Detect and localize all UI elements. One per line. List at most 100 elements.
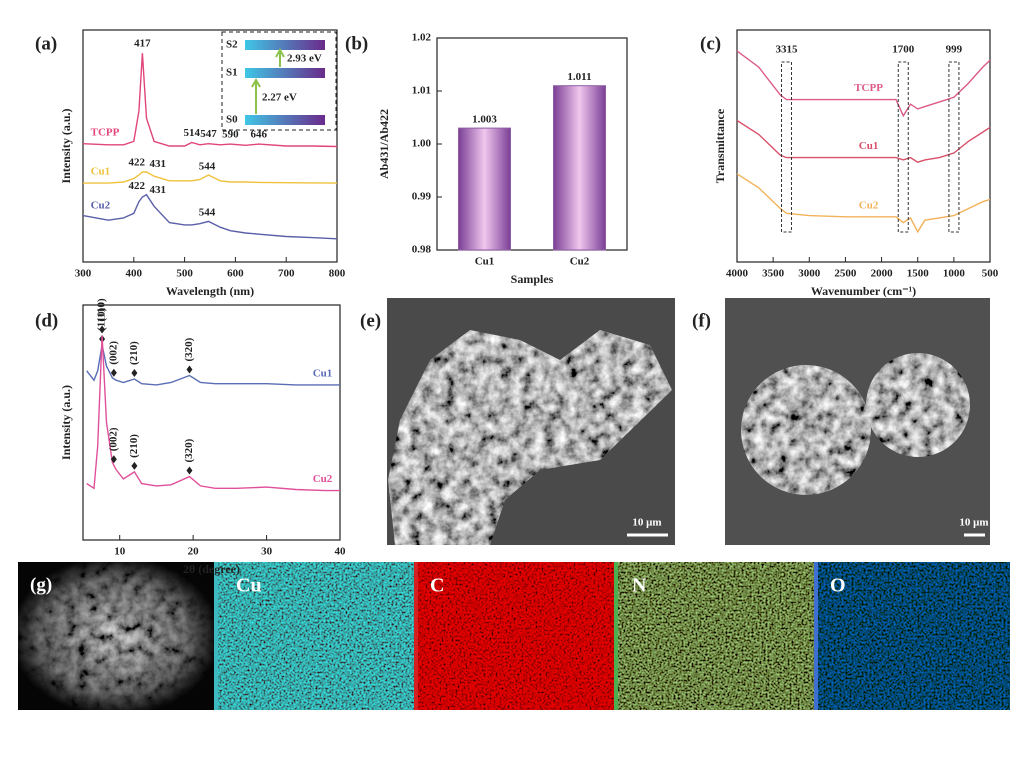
value-label: 1.003 [472, 114, 497, 126]
panel-label: (e) [360, 310, 381, 331]
eds-panel-g: (g) Cu C N O [18, 562, 1010, 710]
x-axis-label: Samples [511, 272, 554, 286]
panel-label: (f) [692, 310, 711, 331]
transition-label: 2.93 eV [287, 53, 322, 65]
peak-marker [131, 369, 138, 378]
x-tick-label: 10 [114, 546, 126, 558]
transition-arrow [251, 77, 261, 114]
transition-arrow [275, 47, 285, 67]
panel-label: (d) [35, 310, 58, 331]
eds-map [616, 562, 814, 710]
peak-label: 547 [200, 128, 217, 140]
scale-bar-label: 10 μm [959, 517, 988, 529]
peak-label: (320) [183, 438, 195, 462]
series-label: TCPP [854, 82, 883, 94]
band-label: 3315 [776, 44, 799, 56]
eds-map [216, 562, 414, 710]
series-label: Cu1 [859, 140, 879, 152]
peak-marker [110, 455, 117, 464]
y-axis-label: Intensity (a.u.) [59, 385, 73, 460]
peak-label: 514 [183, 127, 200, 139]
eds-map [816, 562, 1010, 710]
x-axis-label: Wavelength (nm) [166, 284, 254, 298]
x-tick-label: Cu1 [475, 256, 495, 268]
series-label: TCPP [91, 127, 120, 139]
x-tick-label: 40 [335, 546, 347, 558]
x-tick-label: 500 [982, 268, 999, 280]
level-label: S2 [226, 39, 238, 51]
x-tick-label: 3500 [762, 268, 785, 280]
peak-label: 544 [199, 206, 216, 218]
x-tick-label: 2500 [834, 268, 857, 280]
x-tick-label: 2000 [871, 268, 894, 280]
peak-label: 431 [150, 184, 167, 196]
element-label: Cu [236, 575, 262, 597]
peak-label: 422 [128, 180, 145, 192]
plot-frame [736, 29, 991, 263]
series-line [86, 344, 340, 386]
band-label: 1700 [892, 44, 915, 56]
element-label: N [632, 575, 647, 597]
bar [553, 85, 606, 251]
series-line [82, 53, 338, 148]
divider [814, 562, 818, 710]
peak-label: (110) [96, 298, 108, 322]
y-axis-label: Intensity (a.u.) [59, 108, 73, 183]
y-tick-label: 1.02 [412, 32, 432, 44]
x-tick-label: 800 [329, 268, 346, 280]
peak-label: 422 [128, 157, 145, 169]
level-label: S1 [226, 67, 238, 79]
x-tick-label: 300 [75, 268, 92, 280]
energy-level [245, 115, 325, 125]
value-label: 1.011 [567, 71, 591, 83]
peak-label: (320) [183, 337, 195, 361]
series-line [86, 335, 340, 492]
peak-label: 431 [150, 158, 167, 170]
element-label: C [430, 575, 444, 597]
band-box [781, 61, 793, 233]
peak-label: (210) [128, 341, 140, 365]
peak-marker [186, 466, 193, 475]
x-tick-label: 30 [261, 546, 273, 558]
peak-marker [131, 461, 138, 470]
y-tick-label: 1.01 [412, 85, 431, 97]
band-label: 999 [946, 44, 963, 56]
series-label: Cu1 [91, 166, 111, 178]
y-tick-label: 1.00 [412, 138, 432, 150]
peak-marker [99, 325, 106, 334]
y-tick-label: 0.98 [412, 244, 432, 256]
panel-label: (b) [345, 33, 368, 54]
series-label: Cu2 [859, 199, 879, 211]
x-tick-label: 500 [176, 268, 193, 280]
scale-bar-label: 10 μm [632, 517, 661, 529]
eds-image [18, 562, 214, 710]
peak-label: 590 [222, 129, 239, 141]
sem-panel-f: (f) 10 μm [692, 298, 990, 545]
energy-diagram: S2 S1 S0 2.93 eV 2.27 eV [221, 31, 337, 131]
divider [214, 562, 218, 710]
sem-panel-e: (e) 10 μm [360, 298, 675, 545]
peak-label: 544 [199, 160, 216, 172]
energy-level [245, 68, 325, 78]
bar [458, 127, 511, 251]
series-label: Cu1 [313, 367, 333, 379]
x-tick-label: 400 [126, 268, 143, 280]
series-line [82, 193, 338, 240]
series-line [83, 171, 338, 184]
x-tick-label: Cu2 [570, 256, 590, 268]
y-axis-label: Transmittance [713, 108, 727, 183]
peak-marker [186, 365, 193, 374]
peak-label: 646 [251, 129, 268, 141]
plot-frame [82, 304, 341, 541]
x-tick-label: 700 [278, 268, 295, 280]
divider [614, 562, 618, 710]
level-label: S0 [226, 114, 238, 126]
x-tick-label: 4000 [726, 268, 749, 280]
peak-label: (210) [128, 434, 140, 458]
x-tick-label: 3000 [798, 268, 821, 280]
x-tick-label: 600 [227, 268, 244, 280]
x-tick-label: 20 [188, 546, 200, 558]
band-box [948, 61, 960, 233]
series-label: Cu2 [313, 473, 333, 485]
